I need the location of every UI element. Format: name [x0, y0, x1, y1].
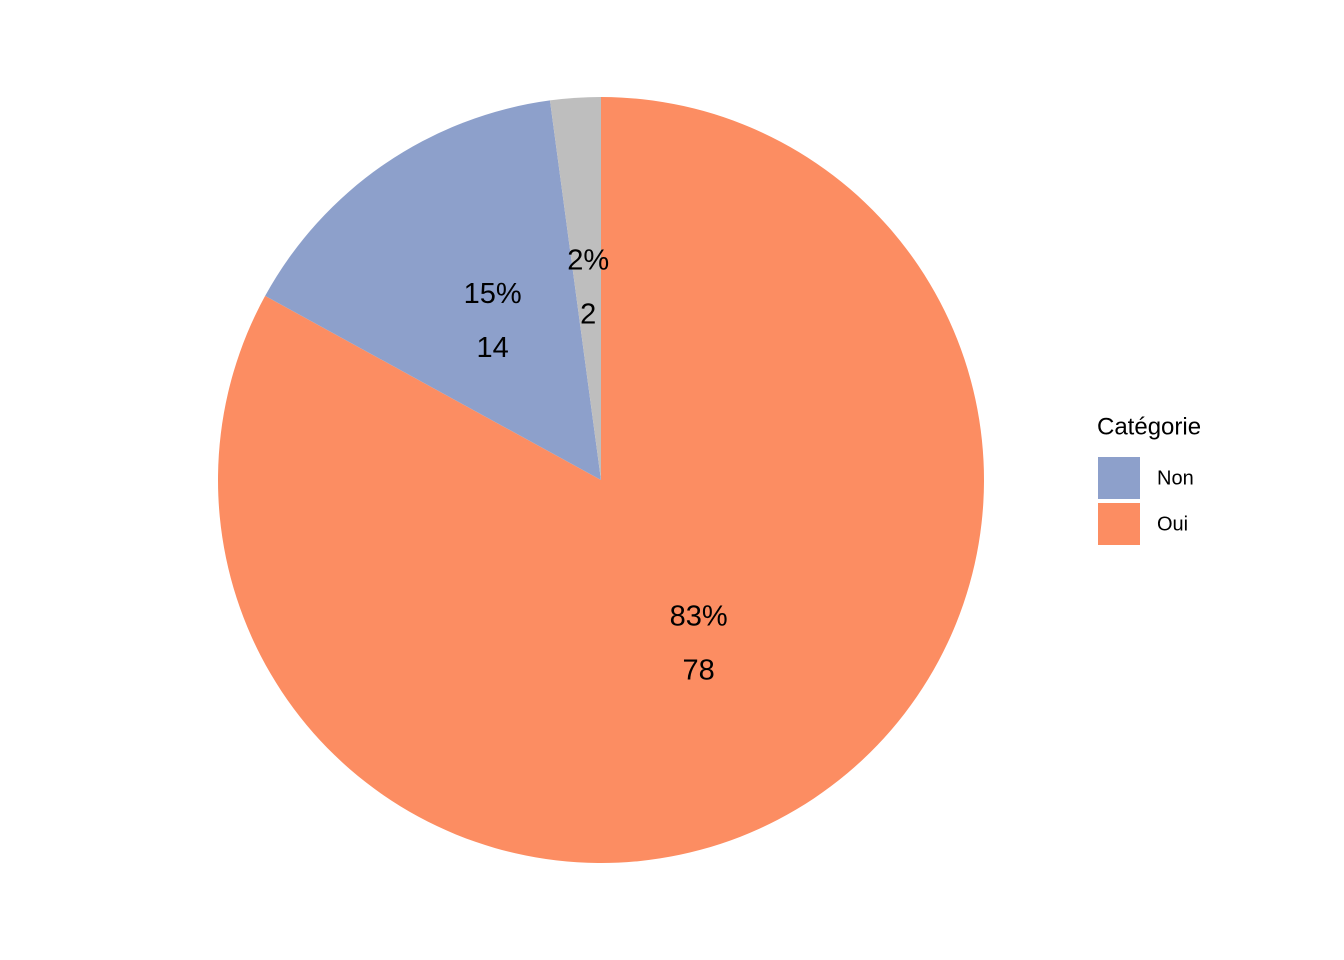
share-label: 83% [670, 600, 728, 632]
share-label: 15% [464, 278, 522, 310]
legend-title: Catégorie [1097, 413, 1201, 440]
pie-slice [265, 100, 601, 480]
share-label: 2% [567, 245, 609, 277]
legend-key [1098, 457, 1140, 499]
legend-label: Oui [1157, 513, 1188, 535]
legend-label: Non [1157, 467, 1194, 489]
value-label: 78 [682, 654, 714, 686]
legend-key [1098, 503, 1140, 545]
pie-slice [549, 97, 601, 480]
value-label: 14 [476, 332, 508, 364]
value-label: 2 [580, 299, 596, 331]
